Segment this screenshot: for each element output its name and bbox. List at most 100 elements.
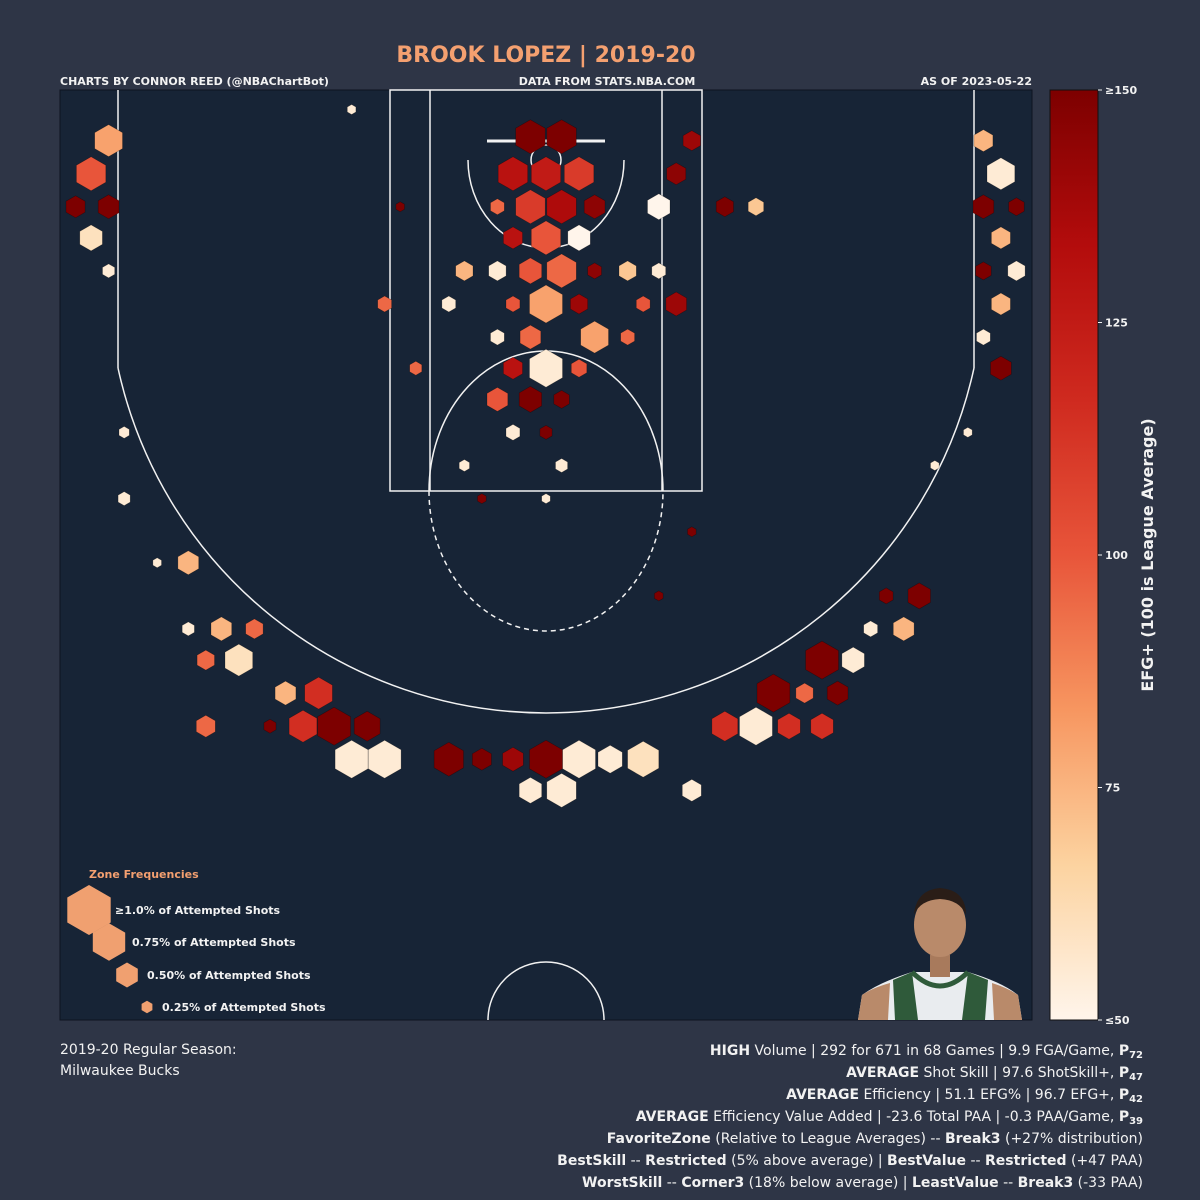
player-photo — [858, 888, 1022, 1020]
as-of: AS OF 2023-05-22 — [921, 75, 1032, 88]
summary-segment: Break3 — [1018, 1175, 1074, 1191]
summary-segment: (+27% distribution) — [1001, 1131, 1143, 1147]
legend-hex — [116, 962, 138, 988]
hexbin — [930, 460, 940, 471]
hexbin — [518, 386, 543, 413]
hexbin — [975, 261, 992, 281]
hexbin — [65, 195, 86, 219]
hexbin — [94, 124, 123, 157]
summary-segment: (-33 PAA) — [1073, 1175, 1143, 1191]
hexbin — [515, 119, 546, 155]
hexbin — [497, 156, 529, 192]
hexbin — [878, 587, 894, 605]
hexbin — [486, 387, 509, 412]
hexbin — [377, 295, 392, 313]
hexbin — [711, 710, 739, 742]
hexbin — [841, 646, 865, 674]
summary-segment: HIGH — [710, 1043, 750, 1059]
hexbin — [555, 458, 568, 473]
hexbin — [587, 262, 602, 280]
hexbin — [441, 295, 457, 313]
hexbin — [519, 324, 542, 350]
hexbin — [570, 293, 589, 315]
hexbin — [490, 198, 505, 216]
hexbin — [505, 295, 521, 313]
hexbin — [715, 196, 734, 218]
hexbin — [367, 739, 402, 779]
hexbin — [118, 426, 130, 439]
hexbin — [515, 189, 546, 225]
summary-segment: P — [1119, 1109, 1129, 1125]
hexbin — [395, 201, 405, 213]
hexbin — [907, 582, 931, 610]
legend-hex — [67, 885, 111, 935]
hexbin — [210, 616, 232, 642]
hexbin — [530, 156, 562, 192]
summary-segment: 42 — [1129, 1094, 1143, 1105]
hexbin — [687, 526, 697, 538]
hexbin — [976, 328, 991, 346]
hexbin — [245, 618, 264, 640]
hexbin — [224, 643, 253, 677]
hexbin — [863, 620, 878, 638]
summary-segment: P — [1119, 1043, 1129, 1059]
hexbin — [518, 257, 543, 285]
summary-segment: 72 — [1129, 1050, 1143, 1061]
hexbin — [991, 292, 1011, 316]
hexbin — [826, 680, 849, 706]
hexbin — [76, 156, 107, 192]
hexbin — [97, 194, 120, 220]
hexbin — [1008, 197, 1025, 217]
summary-segment: 39 — [1129, 1116, 1143, 1127]
credit: CHARTS BY CONNOR REED (@NBAChartBot) — [60, 75, 329, 88]
hexbin — [102, 263, 115, 279]
hexbin — [502, 746, 524, 772]
hexbin — [346, 104, 357, 115]
summary-line: FavoriteZone (Relative to League Average… — [607, 1131, 1143, 1147]
legend-hex — [92, 923, 126, 961]
summary-segment: Shot Skill | 97.6 ShotSkill+, — [919, 1065, 1119, 1081]
legend-label: ≥1.0% of Attempted Shots — [115, 904, 281, 917]
hexbin — [317, 706, 351, 746]
hexbin — [503, 356, 523, 380]
summary-segment: Efficiency Value Added | -23.6 Total PAA… — [709, 1109, 1119, 1125]
summary-segment: Corner3 — [681, 1175, 744, 1191]
summary-segment: BestValue — [887, 1153, 966, 1169]
hexbin — [892, 616, 915, 642]
hexbin — [353, 710, 381, 742]
hexbin — [805, 640, 839, 680]
hexbin — [973, 129, 994, 152]
hexbin — [654, 590, 664, 602]
summary-segment: P — [1119, 1087, 1129, 1103]
summary-segment: (18% below average) | — [744, 1175, 912, 1191]
colorbar-tick-label: ≤50 — [1105, 1014, 1130, 1027]
summary-line: AVERAGE Shot Skill | 97.6 ShotSkill+, P4… — [846, 1065, 1143, 1083]
hexbin — [490, 328, 505, 346]
hexbin — [562, 739, 596, 779]
colorbar-tick-label: ≥150 — [1105, 84, 1138, 97]
summary-line: WorstSkill -- Corner3 (18% below average… — [582, 1175, 1143, 1191]
hexbin — [471, 747, 492, 771]
chart-title: BROOK LOPEZ | 2019-20 — [396, 43, 695, 68]
hexbin — [181, 621, 195, 637]
summary-segment: Efficiency | 51.1 EFG% | 96.7 EFG+, — [859, 1087, 1119, 1103]
hexbin — [334, 739, 369, 779]
hexbin — [583, 194, 606, 220]
legend-label: 0.50% of Attempted Shots — [147, 969, 311, 982]
summary-segment: -- — [626, 1153, 645, 1169]
summary-segment: Restricted — [985, 1153, 1067, 1169]
hexbin — [681, 779, 702, 802]
hexbin — [580, 320, 609, 354]
hexbin — [541, 493, 551, 504]
summary-segment: (5% above average) | — [727, 1153, 887, 1169]
summary-segment: -- — [999, 1175, 1018, 1191]
hexbin — [529, 348, 563, 388]
summary-segment: -- — [662, 1175, 681, 1191]
summary-segment: (+47 PAA) — [1067, 1153, 1143, 1169]
hexbin — [196, 714, 216, 738]
hexbin — [458, 459, 470, 472]
hexbin — [570, 358, 588, 378]
hexbin — [990, 355, 1012, 381]
hexbin — [567, 224, 591, 252]
hexbin — [651, 262, 667, 280]
